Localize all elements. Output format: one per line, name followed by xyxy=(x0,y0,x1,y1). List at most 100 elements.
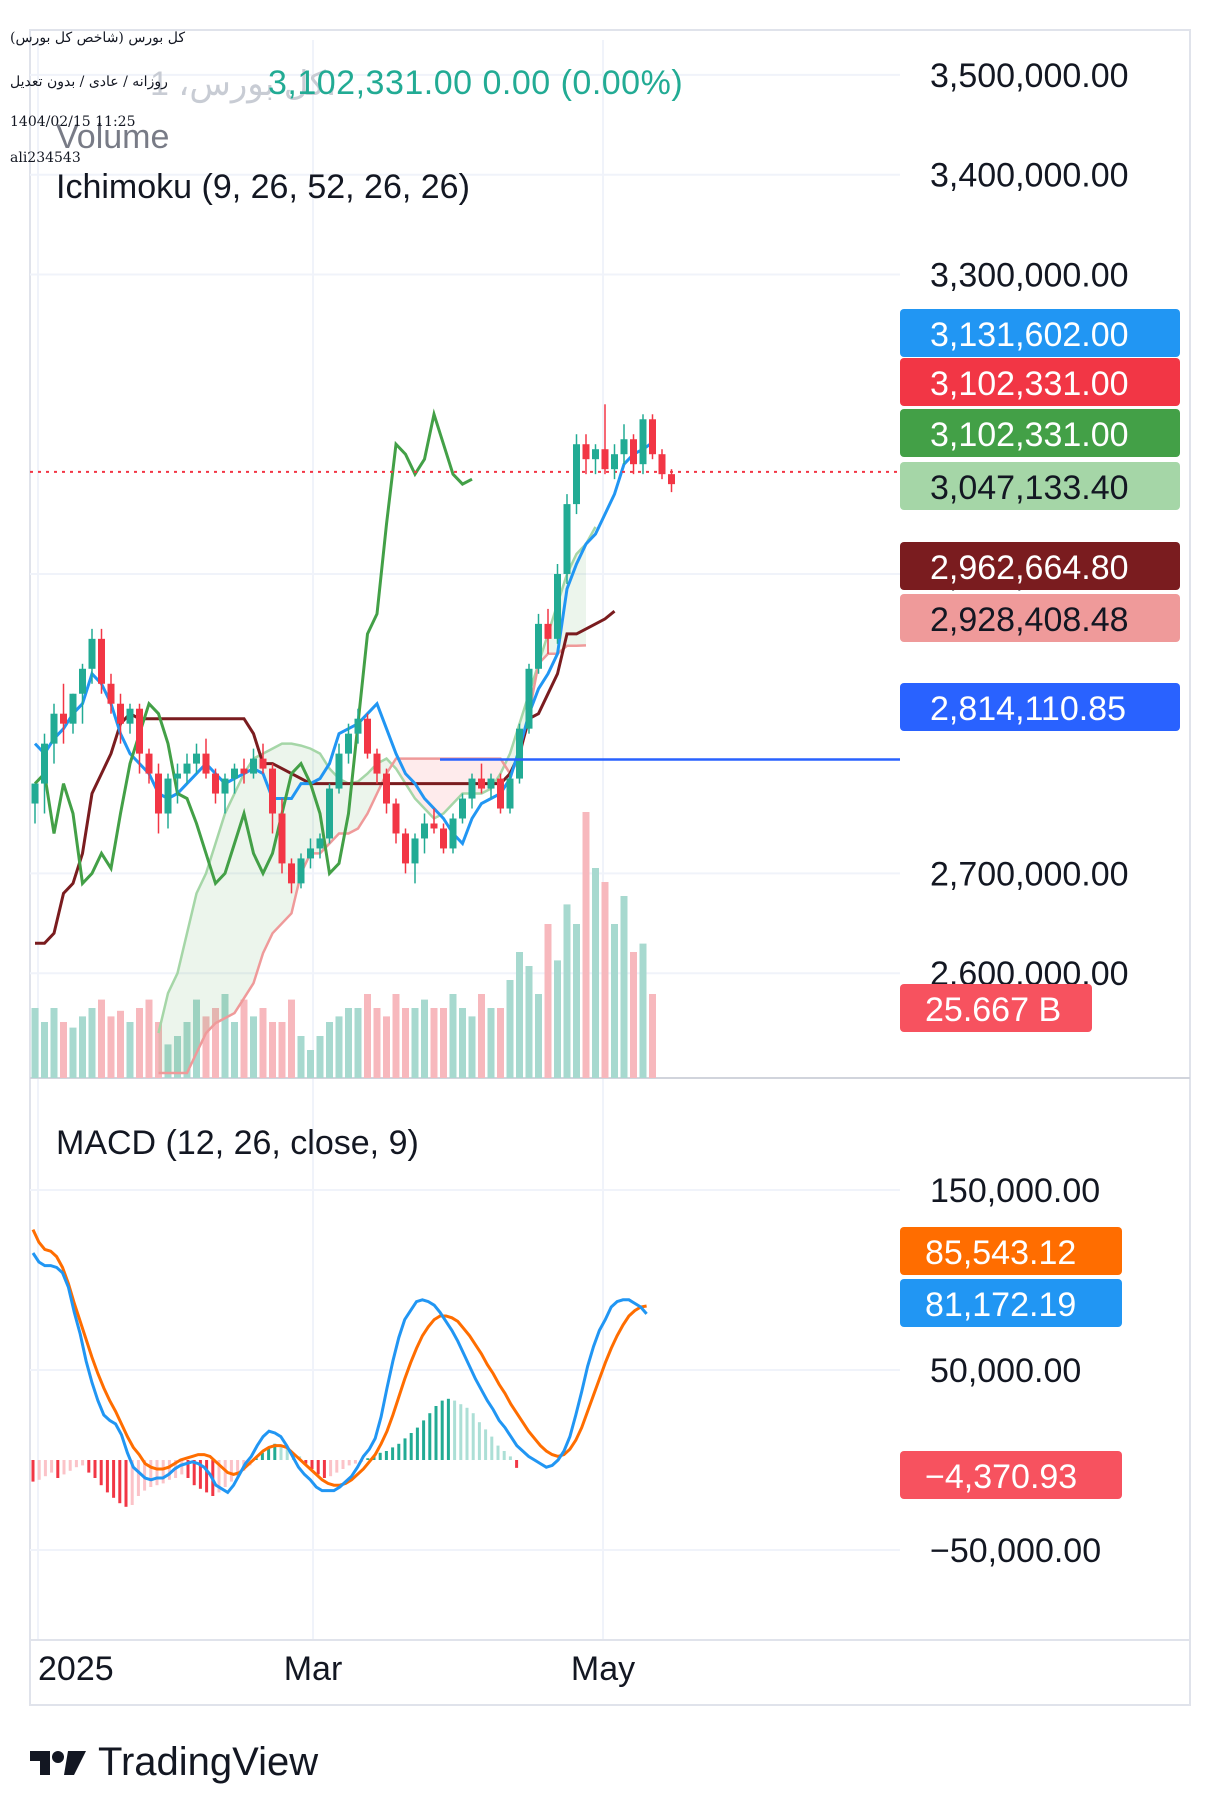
macd-label[interactable]: −4,370.93 xyxy=(900,1451,1122,1499)
volume-bar xyxy=(535,994,542,1078)
macd-label-text: 85,543.12 xyxy=(925,1234,1076,1272)
candle-body xyxy=(364,718,371,754)
histogram-bar xyxy=(161,1460,165,1484)
price-label[interactable]: 3,102,331.00 xyxy=(900,358,1180,406)
price-label[interactable]: 3,047,133.40 xyxy=(900,462,1180,510)
price-label-bg xyxy=(900,462,1180,510)
candle-body xyxy=(126,708,134,724)
volume-bar xyxy=(544,924,552,1078)
candle-body xyxy=(449,818,457,849)
candle-body xyxy=(525,668,533,729)
volume-bar xyxy=(297,1036,305,1078)
candle-body xyxy=(221,778,229,794)
macd-series xyxy=(31,1228,648,1507)
volume-bar xyxy=(478,994,485,1078)
price-label[interactable]: 2,928,408.48 xyxy=(900,594,1180,642)
price-label-bg xyxy=(900,594,1180,642)
histogram-bar xyxy=(322,1460,326,1478)
price-tick-label: 3,400,000.00 xyxy=(930,157,1129,195)
legend-volume[interactable]: Volume xyxy=(56,118,170,156)
price-label[interactable]: 2,962,664.80 xyxy=(900,542,1180,590)
username: ali234543 xyxy=(10,150,81,166)
volume-bar xyxy=(449,994,457,1078)
histogram-bar xyxy=(93,1460,97,1478)
time-axis[interactable]: 2025 Mar May xyxy=(30,1639,1190,1688)
price-label[interactable]: 3,131,602.00 xyxy=(900,309,1180,357)
time-tick-label: Mar xyxy=(284,1650,343,1688)
histogram-bar xyxy=(471,1413,475,1460)
candle-body xyxy=(373,753,381,774)
volume-bar xyxy=(421,999,428,1078)
macd-axis[interactable]: 150,000.00 50,000.00 −50,000.00 85,543.12 81… xyxy=(900,1172,1122,1570)
candle-body xyxy=(611,454,618,470)
cloud-segment xyxy=(434,758,444,819)
volume-bar xyxy=(459,1008,466,1078)
candle-body xyxy=(544,623,552,639)
price-tick-label: 2,700,000.00 xyxy=(930,855,1129,893)
cloud-segment xyxy=(158,993,168,1074)
macd-label[interactable]: 81,172.19 xyxy=(900,1279,1122,1327)
volume-bar xyxy=(221,994,229,1078)
macd-label-text: −4,370.93 xyxy=(925,1458,1077,1496)
symbol-subtitle: روزانه / عادی / بدون تعدیل xyxy=(10,74,168,90)
volume-bar xyxy=(145,999,153,1078)
macd-label[interactable]: 85,543.12 xyxy=(900,1227,1122,1275)
price-label-bg xyxy=(900,683,1180,731)
candle-body xyxy=(145,753,153,774)
macd-tick-label: −50,000.00 xyxy=(930,1532,1101,1570)
candle-body xyxy=(459,798,466,819)
volume-label[interactable]: 25.667 B xyxy=(900,984,1092,1032)
legend-macd[interactable]: MACD (12, 26, close, 9) xyxy=(56,1124,419,1162)
legend-ichimoku[interactable]: Ichimoku (9, 26, 52, 26, 26) xyxy=(56,168,470,206)
histogram-bar xyxy=(310,1460,314,1469)
histogram-bar xyxy=(316,1460,320,1475)
histogram-bar xyxy=(50,1460,54,1473)
histogram-bar xyxy=(180,1460,184,1475)
histogram-bar xyxy=(428,1413,432,1460)
histogram-bar xyxy=(515,1460,519,1468)
volume-bar xyxy=(60,1022,67,1078)
volume-bar xyxy=(373,1008,381,1078)
volume-bar xyxy=(307,1050,314,1078)
price-label-bg xyxy=(900,409,1180,457)
lagging-span xyxy=(33,408,473,887)
histogram-bar xyxy=(335,1460,339,1473)
macd-line xyxy=(31,1252,648,1495)
volume-bar xyxy=(402,1008,409,1078)
price-label-bg xyxy=(900,542,1180,590)
price-axis[interactable]: 3,500,000.003,400,000.003,300,000.003,00… xyxy=(900,57,1180,1032)
volume-bar xyxy=(98,999,105,1078)
volume-bar xyxy=(164,1044,172,1078)
histogram-bar xyxy=(198,1460,202,1489)
price-label[interactable]: 3,102,331.00 xyxy=(900,409,1180,457)
histogram-bar xyxy=(329,1460,333,1477)
volume-bar xyxy=(88,1008,96,1078)
histogram-bar xyxy=(118,1460,122,1504)
candle-body xyxy=(592,449,599,460)
histogram-bar xyxy=(130,1460,134,1505)
volume-bar xyxy=(554,960,561,1078)
candle-body xyxy=(601,449,609,470)
candle-body xyxy=(269,768,276,814)
cloud-segment xyxy=(206,843,216,1034)
volume-bar xyxy=(240,999,248,1078)
price-label[interactable]: 2,814,110.85 xyxy=(900,683,1180,731)
timestamp: 1404/02/15 11:25 xyxy=(10,114,136,130)
candle-body xyxy=(117,703,124,724)
candle-body xyxy=(563,504,571,574)
histogram-bar xyxy=(496,1445,500,1460)
volume-bar xyxy=(41,1022,48,1078)
tradingview-logo[interactable]: TradingView xyxy=(30,1740,318,1785)
candle-body xyxy=(88,638,96,669)
cloud-segment xyxy=(187,893,197,1074)
cloud-segment xyxy=(225,793,235,1019)
histogram-bar xyxy=(285,1449,289,1460)
volume-bar xyxy=(231,1022,238,1078)
histogram-bar xyxy=(415,1427,419,1460)
volume-bar xyxy=(269,1022,276,1078)
candle-body xyxy=(288,863,295,884)
histogram-bar xyxy=(205,1460,209,1493)
volume-bar xyxy=(506,980,514,1078)
price-grid xyxy=(30,73,900,975)
